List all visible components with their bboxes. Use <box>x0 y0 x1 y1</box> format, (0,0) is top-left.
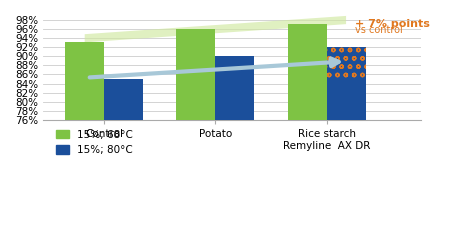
Polygon shape <box>85 16 346 42</box>
Legend: 15%; 68°C, 15%; 80°C: 15%; 68°C, 15%; 80°C <box>52 125 137 159</box>
Bar <box>327 47 365 79</box>
Text: + 7% points: + 7% points <box>355 19 430 29</box>
Bar <box>104 79 143 242</box>
Bar <box>65 42 104 242</box>
Bar <box>216 56 254 242</box>
Text: vs control: vs control <box>355 25 403 35</box>
Bar <box>327 47 365 79</box>
Bar <box>288 24 327 242</box>
Bar <box>176 29 216 242</box>
Bar <box>327 79 365 242</box>
